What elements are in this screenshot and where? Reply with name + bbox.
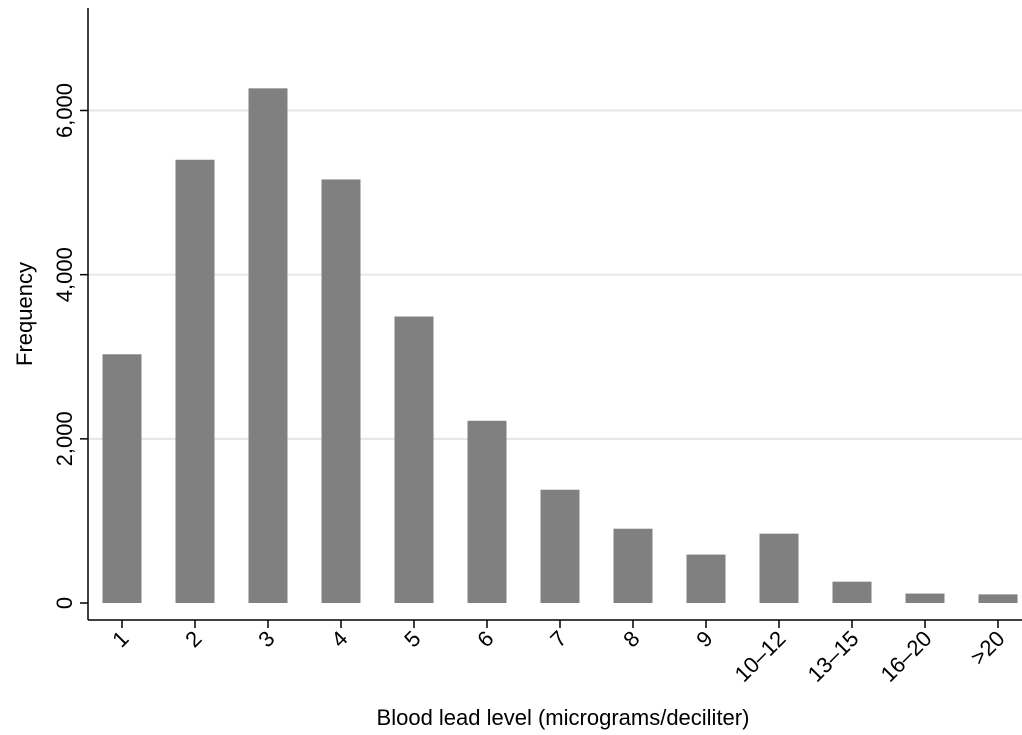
x-tick-label: 2 <box>180 626 206 652</box>
x-tick-label: 4 <box>326 626 352 652</box>
bars <box>102 88 1018 603</box>
x-tick-label: 3 <box>253 626 279 652</box>
bar-16–20 <box>905 593 945 603</box>
bar-3 <box>248 88 288 603</box>
x-tick-label: 16–20 <box>876 626 937 687</box>
x-axis-title: Blood lead level (micrograms/deciliter) <box>377 705 750 730</box>
x-ticks: 1 2 3 4 5 6 7 8 9 10–12 13–15 16–20 >20 <box>107 620 1010 687</box>
x-tick-label: 10–12 <box>730 626 791 687</box>
x-tick-label: 5 <box>399 626 425 652</box>
bar->20 <box>978 594 1018 603</box>
bar-5 <box>394 316 434 603</box>
bar-9 <box>686 554 726 603</box>
x-tick-label: >20 <box>965 626 1009 670</box>
bar-4 <box>321 179 361 603</box>
x-tick-label: 13–15 <box>803 626 864 687</box>
bar-6 <box>467 420 507 603</box>
x-tick-label: 6 <box>472 626 498 652</box>
x-tick-label: 7 <box>545 626 571 652</box>
bar-1 <box>102 354 142 603</box>
x-tick-label: 9 <box>691 626 717 652</box>
bar-2 <box>175 159 215 603</box>
bar-7 <box>540 489 580 603</box>
y-tick-label: 0 <box>52 597 77 609</box>
x-tick-label: 8 <box>618 626 644 652</box>
y-axis-title: Frequency <box>12 262 37 366</box>
bar-10–12 <box>759 533 799 603</box>
x-tick-label: 1 <box>107 626 133 652</box>
gridlines <box>88 109 1022 440</box>
bar-13–15 <box>832 581 872 603</box>
y-tick-label: 6,000 <box>52 83 77 138</box>
y-tick-label: 4,000 <box>52 247 77 302</box>
bar-8 <box>613 528 653 603</box>
y-tick-label: 2,000 <box>52 411 77 466</box>
y-ticks: 0 2,000 4,000 6,000 <box>52 83 88 609</box>
